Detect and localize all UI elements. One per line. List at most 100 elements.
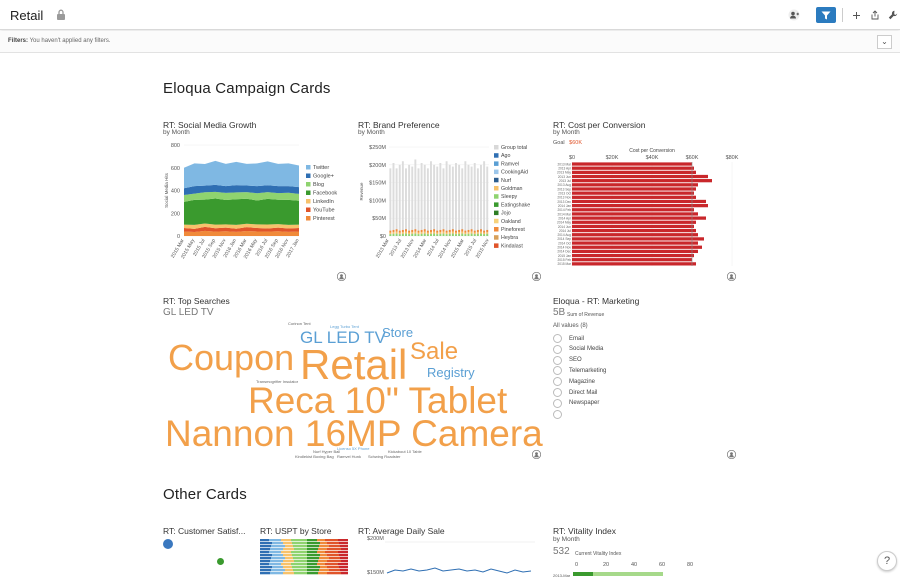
card-title-social[interactable]: RT: Social Media Growth bbox=[163, 120, 257, 130]
share-export-icon[interactable] bbox=[867, 7, 883, 23]
marketing-option[interactable]: SEO bbox=[553, 355, 582, 365]
brand-bar-segment bbox=[445, 230, 448, 233]
uspt-bar-segment bbox=[341, 548, 348, 551]
search-term[interactable]: GL LED TV bbox=[300, 328, 386, 347]
uspt-bar-segment bbox=[260, 542, 272, 545]
cost-per-conversion-chart[interactable]: Cost per Conversion $0 $20K $40K $60K $80K 201… bbox=[550, 146, 745, 271]
search-term[interactable]: Corinon Tent bbox=[288, 321, 311, 326]
card-title-cost[interactable]: RT: Cost per Conversion bbox=[553, 120, 646, 130]
marketing-option[interactable]: Newspaper bbox=[553, 398, 600, 408]
card-title-satisf[interactable]: RT: Customer Satisf... bbox=[163, 526, 246, 536]
search-term[interactable]: Licenso 5X Phone bbox=[337, 446, 370, 451]
uspt-bar-segment bbox=[325, 551, 338, 554]
uspt-bar-segment bbox=[285, 545, 293, 548]
legend-swatch bbox=[494, 227, 499, 232]
marketing-option[interactable]: Telemarketing bbox=[553, 366, 606, 376]
brand-bar-segment bbox=[420, 233, 423, 236]
card-title-vitality[interactable]: RT: Vitality Index bbox=[553, 526, 616, 536]
card-title-daily[interactable]: RT: Average Daily Sale bbox=[358, 526, 445, 536]
brand-bar-segment bbox=[439, 232, 442, 234]
uspt-bar-segment bbox=[260, 572, 270, 575]
search-term[interactable]: Coupon bbox=[168, 337, 295, 378]
uspt-bar-segment bbox=[307, 563, 317, 566]
search-term[interactable]: Sale bbox=[410, 338, 459, 365]
search-term[interactable]: Legg Turbo Tent bbox=[330, 324, 359, 329]
search-term[interactable]: Schwing Roadster bbox=[368, 454, 401, 459]
uspt-chart[interactable] bbox=[260, 539, 350, 576]
marketing-option[interactable]: Email bbox=[553, 334, 584, 343]
search-term[interactable]: Registry bbox=[427, 365, 475, 380]
add-icon[interactable] bbox=[848, 7, 864, 23]
uspt-bar-segment bbox=[307, 560, 318, 563]
search-term[interactable]: Transmogrifier Insulator bbox=[256, 379, 299, 384]
marketing-value-label: Sum of Revenue bbox=[567, 312, 605, 318]
daily-y-tick-2: $150M bbox=[367, 570, 384, 576]
brand-bar-segment bbox=[467, 229, 470, 233]
card-title-uspt[interactable]: RT: USPT by Store bbox=[260, 526, 332, 536]
brand-preference-chart[interactable]: $250M $200M $150M $100M $50M $0 Revenue 2013 Ma… bbox=[355, 138, 545, 286]
uspt-bar-segment bbox=[260, 539, 269, 542]
brand-bar-segment bbox=[414, 231, 417, 234]
legend-swatch bbox=[494, 202, 499, 207]
card-title-marketing[interactable]: Eloqua - RT: Marketing bbox=[553, 296, 640, 306]
vitality-tick-label: 0 bbox=[575, 562, 579, 568]
search-term[interactable]: Ramvel Hunk bbox=[337, 454, 362, 459]
search-term[interactable]: Nurf Hyper Ball bbox=[313, 449, 341, 454]
marketing-option[interactable]: Social Media bbox=[553, 344, 603, 354]
marketing-option-label: Email bbox=[569, 335, 585, 342]
uspt-bar-segment bbox=[281, 539, 291, 542]
expand-filters-button[interactable]: ⌄ bbox=[877, 35, 892, 49]
cost-bar bbox=[572, 170, 696, 174]
y-tick-label: 2013 Jul bbox=[559, 179, 571, 183]
marketing-option[interactable]: Magazine bbox=[553, 377, 595, 387]
y-tick-label: 2013 Sep bbox=[557, 187, 571, 191]
uspt-bar-segment bbox=[285, 557, 293, 560]
uspt-bar-segment bbox=[338, 539, 348, 542]
legend-entry: Sleepy bbox=[501, 194, 518, 200]
brand-bar-segment bbox=[480, 231, 482, 234]
legend-swatch bbox=[494, 169, 499, 175]
search-term[interactable]: Store bbox=[382, 325, 414, 340]
share-user-icon[interactable] bbox=[786, 7, 802, 23]
marketing-option-label: Newspaper bbox=[569, 400, 600, 407]
group-total-bar bbox=[455, 163, 457, 236]
cost-bar bbox=[572, 233, 698, 237]
brand-bar-segment bbox=[398, 230, 401, 233]
x-tick-label: $60K bbox=[686, 155, 699, 161]
owner-avatar-icon[interactable] bbox=[532, 450, 541, 459]
x-tick-label: $20K bbox=[606, 155, 619, 161]
card-title-searches[interactable]: RT: Top Searches bbox=[163, 296, 230, 306]
card-sub-cost: by Month bbox=[553, 129, 580, 136]
help-button[interactable]: ? bbox=[877, 551, 897, 571]
uspt-bar-segment bbox=[307, 566, 320, 569]
legend-swatch bbox=[306, 199, 311, 204]
search-term[interactable]: Kickabout 10 Table bbox=[388, 449, 422, 454]
y-tick-label: 200 bbox=[171, 211, 180, 217]
search-term[interactable]: Retail bbox=[300, 341, 408, 388]
filter-button[interactable] bbox=[816, 7, 836, 23]
card-title-brand[interactable]: RT: Brand Preference bbox=[358, 120, 440, 130]
owner-avatar-icon[interactable] bbox=[532, 272, 541, 281]
wrench-icon[interactable] bbox=[885, 7, 900, 23]
legend-entry: Oakland bbox=[501, 219, 521, 225]
legend-entry: Ago bbox=[501, 153, 510, 159]
y-tick-label: 2014 Oct bbox=[558, 241, 571, 245]
uspt-bar-segment bbox=[340, 569, 348, 572]
marketing-option[interactable]: Direct Mail bbox=[553, 388, 597, 397]
search-term[interactable]: Nannon 16MP Camera bbox=[165, 413, 543, 454]
owner-avatar-icon[interactable] bbox=[337, 272, 346, 281]
brand-bar-segment bbox=[486, 229, 489, 233]
legend-swatch bbox=[494, 145, 499, 150]
owner-avatar-icon[interactable] bbox=[727, 450, 736, 459]
brand-bar-segment bbox=[433, 233, 436, 236]
search-term[interactable]: Reca 10" Tablet bbox=[248, 380, 508, 421]
owner-avatar-icon[interactable] bbox=[727, 272, 736, 281]
brand-bar-segment bbox=[395, 231, 398, 234]
daily-sale-chart[interactable] bbox=[385, 540, 535, 576]
legend-swatch bbox=[494, 186, 499, 191]
marketing-option[interactable] bbox=[553, 409, 569, 419]
brand-bar-segment bbox=[473, 232, 476, 235]
brand-bar-segment bbox=[476, 229, 479, 233]
search-term[interactable]: Kindlekist Boxing Bag bbox=[295, 454, 334, 459]
